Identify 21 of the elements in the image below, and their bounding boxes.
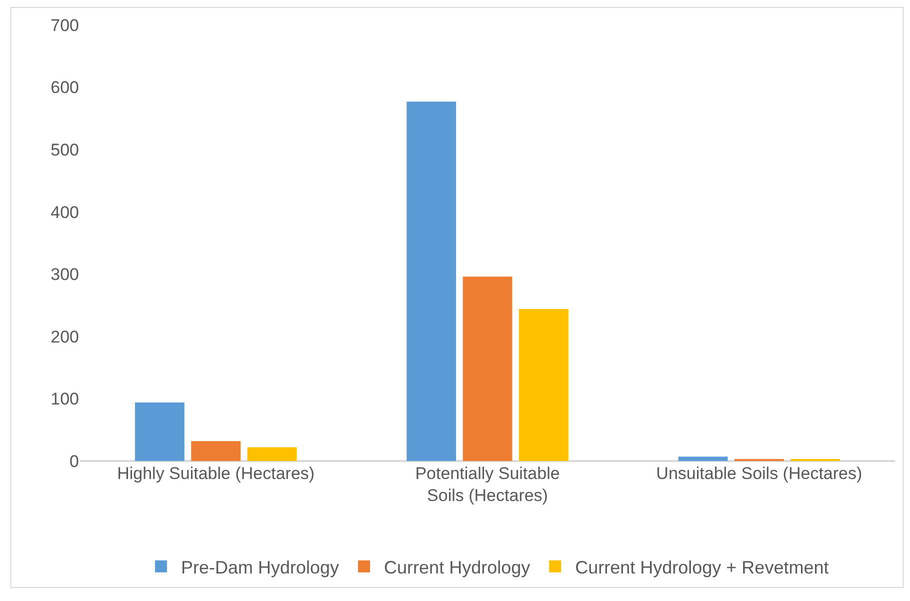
bar: [134, 402, 184, 461]
y-tick-label: 500: [50, 140, 79, 160]
x-tick-label: Highly Suitable (Hectares): [117, 464, 315, 483]
bar: [406, 102, 456, 461]
legend-label: Pre-Dam Hydrology: [181, 557, 340, 578]
bar: [678, 456, 728, 461]
bar: [518, 309, 568, 461]
x-tick-label: Unsuitable Soils (Hectares): [656, 464, 862, 483]
bar: [191, 441, 241, 461]
y-tick-label: 700: [50, 16, 79, 35]
y-tick-label: 600: [50, 78, 79, 98]
y-tick-label: 300: [50, 265, 79, 284]
legend-label: Current Hydrology: [384, 557, 530, 578]
y-tick-label: 400: [50, 202, 79, 222]
x-tick-label: Potentially Suitable Soils (Hectares): [415, 464, 560, 506]
legend-label: Current Hydrology + Revetment: [575, 557, 829, 578]
y-tick-label: 200: [50, 327, 79, 346]
bar: [247, 447, 297, 461]
y-tick-label: 0: [70, 452, 79, 471]
y-tick-label: 100: [50, 390, 79, 409]
bar: [462, 276, 512, 461]
